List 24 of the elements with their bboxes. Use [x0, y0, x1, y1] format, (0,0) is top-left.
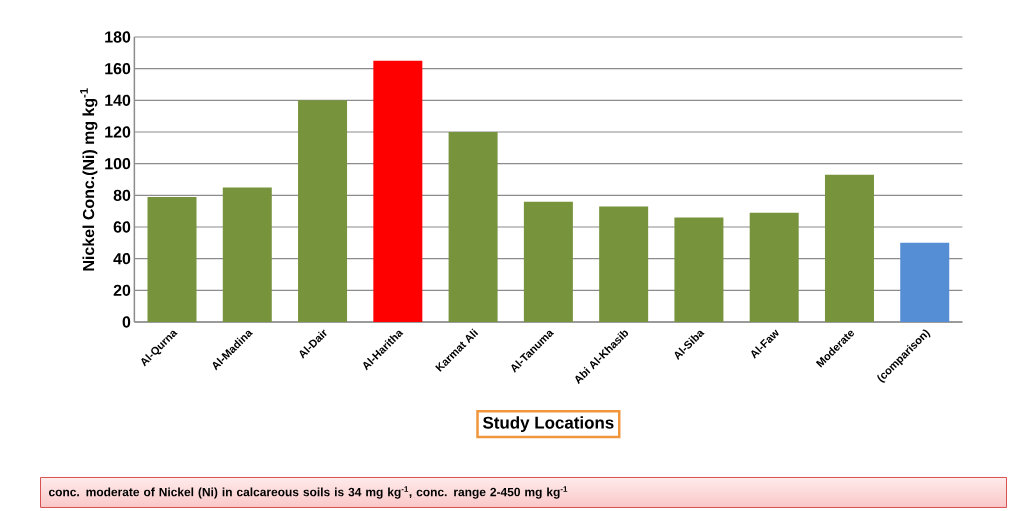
y-tick-label: 120 [105, 126, 131, 138]
y-tick-label: 180 [105, 31, 131, 43]
y-tick-label: 100 [105, 158, 131, 170]
bar [373, 60, 423, 322]
bar [674, 217, 724, 322]
bar [900, 242, 950, 322]
y-tick-label: 40 [113, 253, 131, 265]
y-tick-label: 60 [113, 221, 131, 233]
bar [147, 196, 197, 322]
bar [448, 131, 498, 322]
y-tick-label: 0 [122, 316, 131, 328]
x-axis-title: Study Locations [482, 416, 614, 433]
bar [222, 187, 272, 322]
bar [599, 206, 649, 322]
y-tick-label: 20 [113, 284, 131, 296]
y-tick-label: 160 [105, 63, 131, 75]
y-tick-label: 140 [105, 94, 131, 106]
bar [298, 100, 348, 322]
y-tick-label: 80 [113, 189, 131, 201]
bar [824, 174, 874, 322]
bar [523, 201, 573, 322]
text: conc. moderate of Nickel (Ni) in calcareous soils is 34 mg kg$^{-1}$, conc. range 2-450 mg kg$^{-1}$ [48, 486, 568, 499]
y-axis-title: Nickel Conc.(Ni) mg kg$^{-1}$ [80, 88, 98, 271]
bar [749, 212, 799, 322]
